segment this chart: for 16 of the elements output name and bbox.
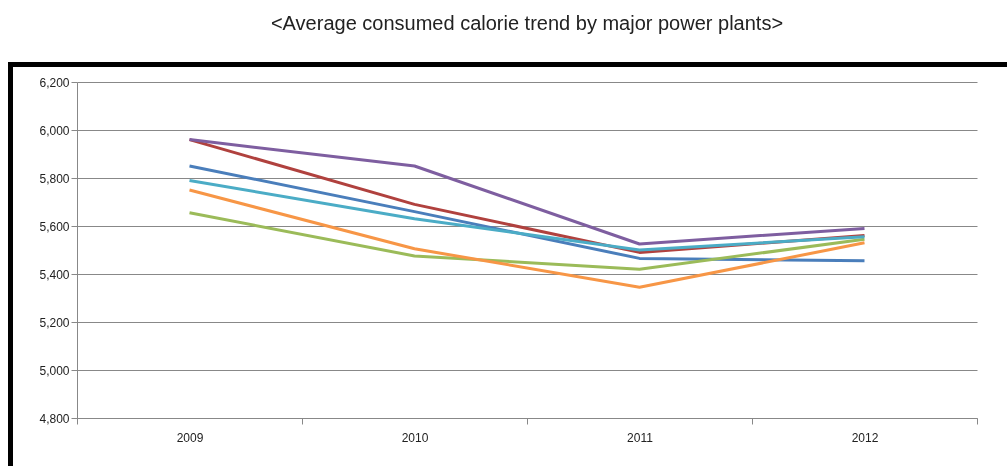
y-tick-label: 5,600 xyxy=(39,219,70,234)
line-series xyxy=(188,178,866,252)
y-tick-label: 5,800 xyxy=(39,171,70,186)
x-tick-label: 2010 xyxy=(401,430,429,445)
y-tick-label: 5,000 xyxy=(39,363,70,378)
y-tick-label: 5,200 xyxy=(39,315,70,330)
y-tick-label: 4,800 xyxy=(39,411,70,426)
x-tick-label: 2009 xyxy=(176,430,204,445)
line-series xyxy=(188,211,866,271)
x-tick-label: 2012 xyxy=(851,430,879,445)
y-tick-label: 6,200 xyxy=(39,75,70,90)
x-tick-label: 2011 xyxy=(627,430,654,445)
y-tick-label: 5,400 xyxy=(39,267,70,282)
line-series xyxy=(188,188,866,289)
chart-title: <Average consumed calorie trend by major power plants> xyxy=(270,12,784,34)
y-tick-label: 6,000 xyxy=(39,123,70,138)
